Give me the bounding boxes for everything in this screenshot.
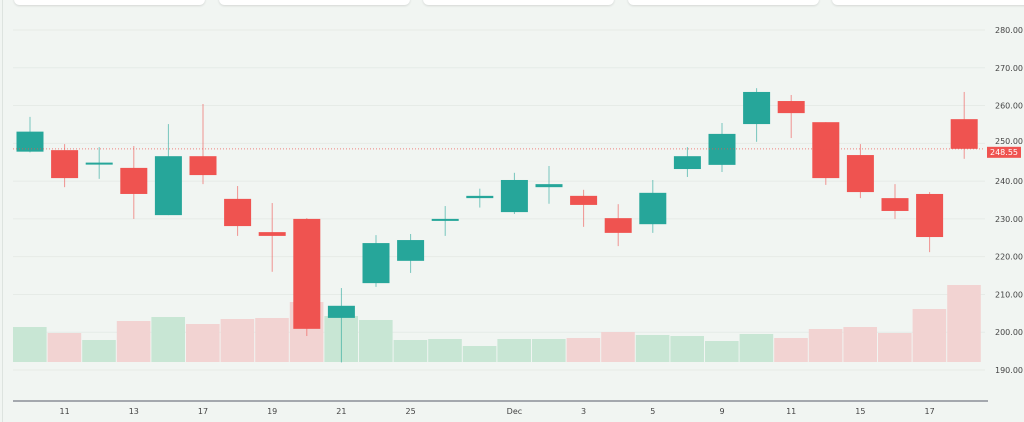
current-price: 248.55 — [13, 146, 1021, 158]
candle-body — [224, 198, 252, 227]
volume-bar — [151, 317, 185, 362]
candle-body — [154, 156, 182, 216]
candle-body — [777, 101, 805, 114]
x-tick-label: 9 — [719, 407, 724, 416]
y-tick-label: 240.00 — [995, 177, 1023, 186]
volume-bar — [359, 320, 393, 362]
candle-body — [293, 218, 321, 329]
volume-bar — [878, 333, 912, 362]
volume-bar — [462, 346, 497, 362]
candle-body — [881, 198, 909, 211]
volume-bar — [13, 327, 47, 362]
candle-body — [431, 218, 459, 221]
y-tick-label: 260.00 — [995, 102, 1023, 111]
x-tick-label: 17 — [925, 407, 935, 416]
y-tick-label: 200.00 — [995, 328, 1023, 337]
x-tick-label: 15 — [855, 407, 865, 416]
candle-body — [812, 122, 840, 179]
y-axis: 190.00 200.00 210.00 220.00 230.00 240.00 250.… — [995, 26, 1023, 375]
x-tick-label: 11 — [786, 407, 796, 416]
x-tick-label: 25 — [406, 407, 416, 416]
x-tick-label: Dec — [507, 407, 522, 416]
x-tick-label: 5 — [650, 407, 655, 416]
candle-body — [500, 179, 528, 213]
volume-bar — [186, 324, 220, 362]
current-price-badge — [987, 146, 1021, 158]
volume-bar — [739, 334, 774, 362]
candle-body — [535, 184, 563, 188]
x-axis: 11 13 17 19 21 25 Dec 3 5 9 11 15 17 — [13, 400, 988, 416]
top-card-2[interactable] — [219, 0, 410, 5]
candles — [16, 88, 978, 363]
volume-bar — [566, 338, 601, 362]
candle-body — [743, 91, 771, 125]
candle-body — [189, 156, 217, 176]
candle-body — [708, 133, 736, 165]
candle-body — [16, 131, 44, 152]
y-tick-label: 190.00 — [995, 366, 1023, 375]
volume-bar — [947, 285, 981, 362]
y-tick-label: 210.00 — [995, 290, 1023, 299]
candle-body — [570, 195, 598, 205]
y-tick-label: 270.00 — [995, 64, 1023, 73]
x-tick-label: 21 — [336, 407, 346, 416]
top-card-3[interactable] — [423, 0, 614, 5]
x-tick-label: 11 — [60, 407, 70, 416]
top-card-4[interactable] — [628, 0, 819, 5]
volume-bars — [13, 285, 981, 362]
volume-bar — [255, 318, 289, 362]
x-tick-label: 17 — [198, 407, 208, 416]
y-tick-label: 230.00 — [995, 215, 1023, 224]
volume-bar — [635, 335, 670, 362]
y-tick-label: 250.00 — [995, 137, 1023, 146]
volume-bar — [82, 340, 116, 362]
volume-bar — [670, 336, 704, 362]
volume-bar — [774, 338, 808, 362]
y-tick-label: 280.00 — [995, 26, 1023, 35]
volume-bar — [808, 329, 843, 362]
candle-body — [950, 119, 978, 149]
volume-bar — [843, 327, 877, 362]
top-card-1[interactable] — [14, 0, 205, 5]
volume-bar — [220, 319, 255, 362]
volume-bar — [116, 321, 151, 362]
current-price-label: 248.55 — [990, 148, 1018, 157]
x-tick-label: 19 — [267, 407, 277, 416]
volume-bar — [601, 332, 635, 362]
volume-bar — [705, 341, 739, 362]
y-tick-label: 220.00 — [995, 253, 1023, 262]
left-border — [2, 0, 3, 422]
volume-bar — [428, 339, 462, 362]
candle-body — [51, 150, 79, 179]
candle-body — [120, 167, 148, 194]
candle-body — [466, 195, 494, 199]
volume-bar — [497, 339, 531, 362]
volume-bar — [47, 333, 82, 362]
volume-bar — [912, 309, 947, 362]
candle-body — [846, 155, 874, 193]
candle-body — [327, 305, 355, 318]
candle-body — [916, 193, 944, 238]
grid — [13, 29, 985, 371]
candle-body — [362, 243, 390, 284]
candle-body — [639, 192, 667, 225]
candle-body — [85, 162, 113, 165]
volume-bar — [393, 340, 428, 362]
candle-body — [397, 240, 425, 261]
candle-body — [673, 156, 701, 170]
volume-bar — [532, 339, 566, 362]
x-tick-label: 3 — [581, 407, 586, 416]
candle-body — [258, 232, 286, 236]
candle-body — [604, 218, 632, 233]
x-tick-label: 13 — [129, 407, 139, 416]
top-card-5[interactable] — [832, 0, 1024, 5]
